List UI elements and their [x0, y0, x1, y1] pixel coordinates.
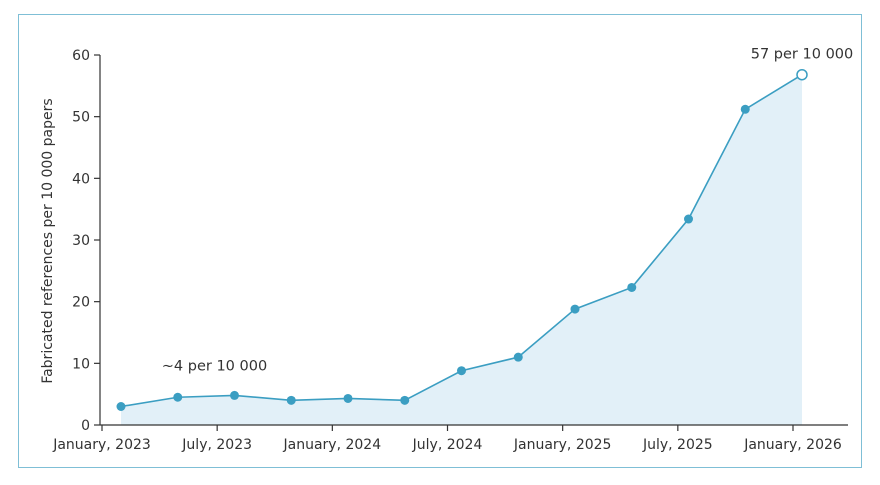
x-tick-label: July, 2024	[412, 437, 483, 453]
data-point	[173, 392, 183, 402]
y-tick-label: 20	[72, 295, 90, 311]
data-point	[513, 352, 523, 362]
y-tick-label: 30	[72, 233, 90, 249]
x-tick-label: July, 2023	[181, 437, 252, 453]
data-point	[286, 395, 296, 405]
data-point	[400, 395, 410, 405]
data-point	[684, 214, 693, 224]
data-point	[343, 393, 353, 403]
y-tick-label: 50	[72, 110, 90, 126]
area-fill	[121, 74, 802, 425]
x-tick-label: January, 2026	[743, 437, 842, 453]
data-point	[627, 282, 637, 292]
y-tick-label: 60	[72, 48, 90, 64]
data-point	[116, 402, 126, 411]
data-point	[457, 366, 466, 376]
x-tick-label: July, 2025	[642, 437, 713, 453]
data-point	[230, 390, 239, 400]
data-point	[570, 304, 580, 314]
y-tick-label: 40	[72, 171, 90, 187]
y-axis-title: Fabricated references per 10 000 papers	[40, 98, 56, 383]
y-tick-label: 10	[72, 356, 90, 372]
annotation-early: ~4 per 10 000	[162, 358, 267, 374]
y-ticks: 0 10 20 30 40 50 60	[72, 48, 100, 434]
x-ticks: January, 2023 July, 2023 January, 2024 July…	[52, 425, 842, 453]
series-layer	[116, 68, 808, 411]
x-tick-label: January, 2025	[513, 437, 612, 453]
y-tick-label: 0	[81, 418, 90, 434]
annotation-latest: 57 per 10 000	[751, 47, 854, 63]
x-tick-label: January, 2024	[283, 437, 382, 453]
x-tick-label: January, 2023	[52, 437, 151, 453]
data-point	[740, 104, 750, 114]
data-point-open	[796, 68, 808, 81]
annotations: ~4 per 10 000 57 per 10 000	[162, 47, 853, 375]
area-layer	[121, 74, 802, 425]
